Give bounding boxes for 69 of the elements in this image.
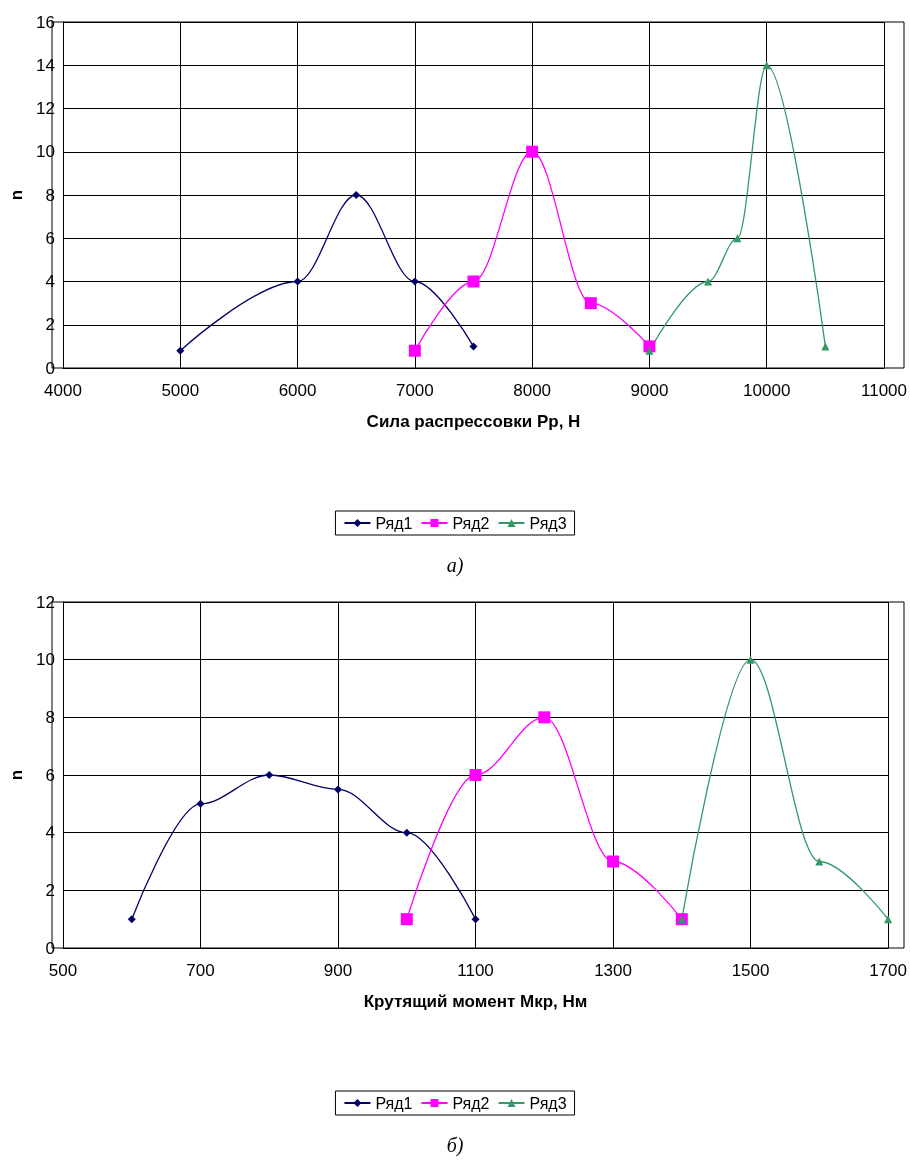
point bbox=[607, 855, 620, 868]
point bbox=[469, 769, 482, 781]
point bbox=[352, 191, 361, 199]
point bbox=[334, 785, 343, 794]
point bbox=[402, 828, 411, 837]
x-tick-label: 11000 bbox=[860, 381, 907, 400]
point bbox=[176, 346, 185, 355]
y-tick-label: 4 bbox=[45, 272, 55, 291]
y-tick-label: 4 bbox=[45, 823, 55, 843]
x-tick-label: 1100 bbox=[457, 961, 494, 980]
point bbox=[746, 655, 755, 664]
point bbox=[643, 340, 656, 353]
point bbox=[410, 277, 419, 286]
y-tick-label: 8 bbox=[45, 185, 55, 205]
x-tick-label: 10000 bbox=[743, 381, 791, 400]
x-tick-label: 700 bbox=[186, 961, 215, 980]
x-tick-label: 4000 bbox=[44, 381, 82, 400]
x-tick-label: 1700 bbox=[869, 961, 907, 980]
point bbox=[127, 915, 136, 924]
point bbox=[400, 913, 413, 926]
y-tick-label: 2 bbox=[45, 315, 55, 335]
y-tick-label: 6 bbox=[45, 228, 55, 248]
point bbox=[704, 277, 713, 286]
legend-label: Ряд1 bbox=[375, 1094, 413, 1112]
legend-label: Ряд3 bbox=[529, 514, 567, 532]
x-tick-label: 500 bbox=[48, 961, 78, 980]
legend-label: Ряд2 bbox=[452, 1094, 490, 1112]
y-tick-label: 8 bbox=[45, 707, 55, 727]
point bbox=[884, 915, 893, 924]
y-axis-title: n bbox=[7, 189, 26, 201]
point bbox=[196, 799, 205, 808]
x-axis-title: Сила распрессовки Рр, Н bbox=[366, 412, 581, 431]
y-tick-label: 0 bbox=[45, 358, 55, 378]
text: б) bbox=[446, 1134, 464, 1157]
x-tick-label: 900 bbox=[323, 961, 353, 980]
point bbox=[467, 275, 480, 288]
x-tick-label: 5000 bbox=[161, 381, 200, 400]
point bbox=[815, 857, 824, 866]
y-axis-title: n bbox=[7, 769, 26, 781]
x-tick-label: 9000 bbox=[630, 381, 669, 400]
x-tick-label: 1500 bbox=[731, 961, 770, 980]
point bbox=[584, 297, 597, 310]
y-tick-label: 2 bbox=[45, 880, 55, 900]
point bbox=[645, 346, 654, 355]
legend-label: Ряд1 bbox=[375, 514, 413, 532]
text: а) bbox=[446, 554, 464, 577]
y-tick-label: 10 bbox=[36, 142, 55, 162]
x-tick-label: 1300 bbox=[594, 961, 632, 980]
x-axis-title: Крутящий момент Мкр, Нм bbox=[363, 992, 588, 1011]
y-tick-label: 14 bbox=[36, 55, 55, 75]
y-tick-label: 0 bbox=[45, 938, 55, 958]
point bbox=[471, 915, 480, 924]
y-tick-label: 16 bbox=[36, 12, 55, 32]
x-tick-label: 8000 bbox=[513, 381, 552, 400]
point bbox=[733, 234, 742, 243]
legend-label: Ряд3 bbox=[529, 1094, 567, 1112]
point bbox=[408, 344, 421, 357]
x-tick-label: 7000 bbox=[395, 381, 434, 400]
y-tick-label: 12 bbox=[36, 592, 55, 612]
y-tick-label: 6 bbox=[45, 765, 55, 785]
point bbox=[265, 771, 274, 779]
legend-label: Ряд2 bbox=[452, 514, 490, 532]
point bbox=[469, 342, 478, 351]
point bbox=[293, 277, 302, 286]
point bbox=[526, 145, 539, 158]
y-tick-label: 10 bbox=[36, 650, 55, 670]
x-tick-label: 6000 bbox=[278, 381, 317, 400]
y-tick-label: 12 bbox=[36, 99, 55, 118]
point bbox=[538, 711, 551, 724]
